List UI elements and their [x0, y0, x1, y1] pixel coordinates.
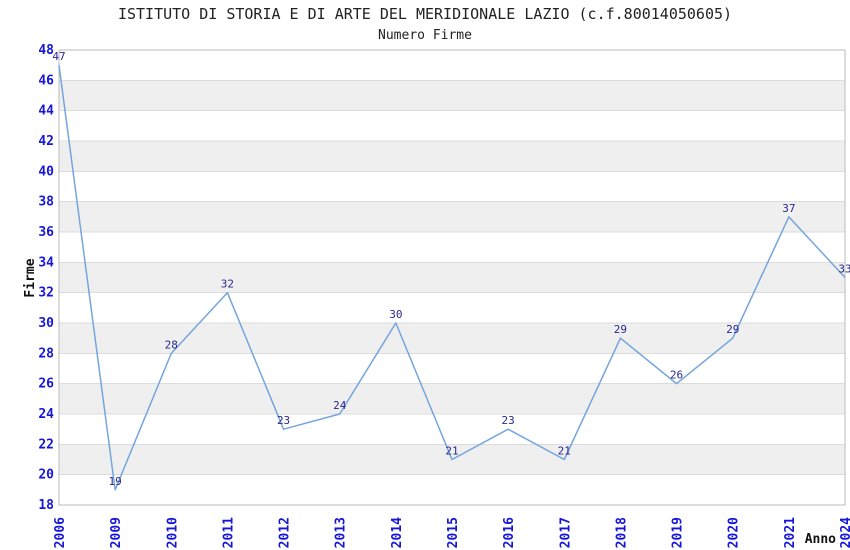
x-tick-label: 2021 — [783, 517, 798, 548]
y-tick-label: 40 — [38, 164, 54, 179]
y-tick-label: 28 — [38, 346, 54, 361]
x-tick-label: 2006 — [53, 517, 68, 548]
y-tick-label: 42 — [38, 134, 54, 149]
x-tick-label: 2015 — [446, 517, 461, 548]
grid-band — [59, 80, 845, 111]
point-label: 29 — [614, 323, 627, 336]
point-label: 33 — [838, 263, 850, 276]
y-tick-label: 36 — [38, 225, 54, 240]
x-tick-label: 2014 — [390, 517, 405, 548]
grid-band — [59, 201, 845, 232]
x-tick-label: 2017 — [558, 517, 573, 548]
point-label: 37 — [782, 202, 795, 215]
point-label: 21 — [445, 445, 458, 458]
point-label: 26 — [670, 369, 683, 382]
y-tick-label: 34 — [38, 255, 54, 270]
y-tick-label: 22 — [38, 437, 54, 452]
x-tick-label: 2012 — [278, 517, 293, 548]
y-tick-label: 38 — [38, 195, 54, 210]
x-tick-label: 2018 — [614, 517, 629, 548]
y-tick-label: 20 — [38, 468, 54, 483]
y-tick-label: 30 — [38, 316, 54, 331]
point-label: 30 — [389, 308, 402, 321]
x-tick-label: 2010 — [165, 517, 180, 548]
x-tick-label: 2019 — [671, 517, 686, 548]
point-label: 21 — [558, 445, 571, 458]
plot-generated-content: 47 19 28 32 23 24 30 21 23 21 29 26 29 37 33 18 20 22 24 26… — [38, 43, 850, 548]
y-tick-label: 24 — [38, 407, 54, 422]
grid-band — [59, 262, 845, 293]
y-tick-label: 48 — [38, 43, 54, 58]
chart-title: ISTITUTO DI STORIA E DI ARTE DEL MERIDIO… — [117, 5, 733, 23]
chart-subtitle: Numero Firme — [378, 28, 472, 43]
point-label: 23 — [502, 414, 515, 427]
x-tick-label: 2011 — [221, 517, 236, 548]
x-tick-label: 2016 — [502, 517, 517, 548]
point-label: 32 — [221, 278, 234, 291]
y-tick-label: 44 — [38, 104, 54, 119]
point-label: 29 — [726, 323, 739, 336]
point-label: 23 — [277, 414, 290, 427]
x-axis-title: Anno — [805, 532, 836, 547]
point-label: 24 — [333, 399, 347, 412]
y-tick-label: 18 — [38, 498, 54, 513]
y-axis-title: Firme — [23, 258, 38, 297]
y-tick-label: 46 — [38, 73, 54, 88]
x-tick-label: 2024 — [839, 517, 850, 548]
grid-band — [59, 383, 845, 414]
point-label: 19 — [109, 475, 122, 488]
grid-band — [59, 323, 845, 354]
point-label: 28 — [165, 338, 178, 351]
x-tick-label: 2009 — [109, 517, 124, 548]
series-line — [58, 65, 846, 491]
y-tick-label: 32 — [38, 286, 54, 301]
point-label: 47 — [52, 50, 65, 63]
x-tick-label: 2020 — [727, 517, 742, 548]
grid-band — [59, 141, 845, 172]
y-tick-label: 26 — [38, 377, 54, 392]
x-tick-label: 2013 — [334, 517, 349, 548]
